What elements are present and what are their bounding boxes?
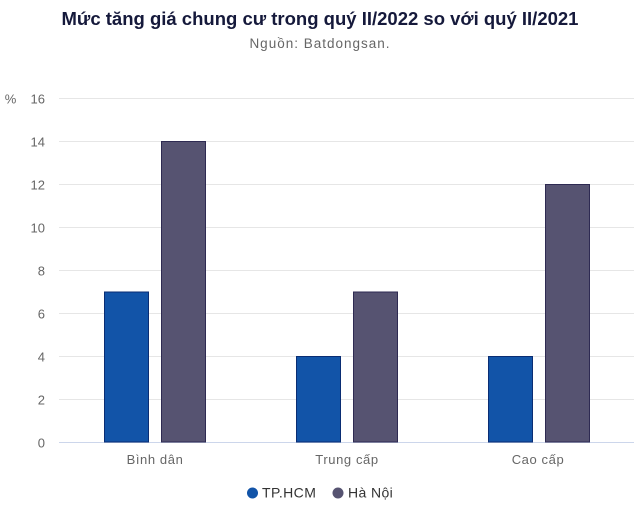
svg-text:10: 10: [31, 221, 45, 236]
svg-text:6: 6: [38, 307, 45, 322]
svg-text:TP.HCM: TP.HCM: [262, 485, 316, 501]
svg-text:0: 0: [38, 436, 45, 451]
svg-text:16: 16: [31, 92, 45, 107]
svg-text:Bình dân: Bình dân: [127, 452, 184, 467]
svg-text:2: 2: [38, 393, 45, 408]
svg-text:Cao cấp: Cao cấp: [512, 452, 565, 467]
svg-text:12: 12: [31, 178, 45, 193]
svg-text:Trung cấp: Trung cấp: [315, 452, 378, 467]
svg-text:14: 14: [31, 135, 45, 150]
svg-text:Mức tăng giá chung cư trong qu: Mức tăng giá chung cư trong quý II/2022 …: [62, 8, 579, 29]
svg-text:Nguồn: Batdongsan.: Nguồn: Batdongsan.: [249, 36, 390, 51]
svg-text:%: %: [5, 92, 17, 107]
svg-text:Hà Nội: Hà Nội: [348, 485, 393, 501]
svg-text:4: 4: [38, 350, 45, 365]
svg-text:8: 8: [38, 264, 45, 279]
